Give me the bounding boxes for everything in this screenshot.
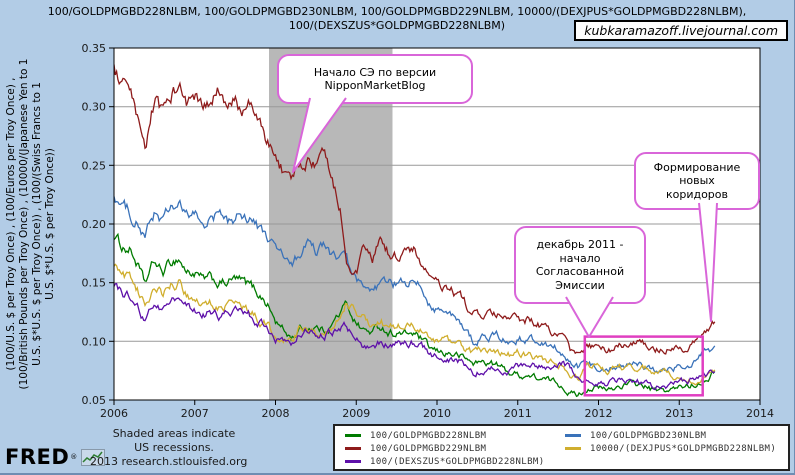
legend-column: 100/GOLDPMGBD228NLBM 100/GOLDPMGBD229NLBM… <box>345 429 545 468</box>
x-tick-label: 2012 <box>585 407 613 420</box>
legend-swatch <box>345 434 361 437</box>
y-tick-label: 0.25 <box>82 159 107 172</box>
y-tick-label: 0.20 <box>82 218 107 231</box>
fred-logo-text: FRED <box>5 445 70 469</box>
x-tick-label: 2014 <box>746 407 774 420</box>
legend-label: 100/GOLDPMGBD228NLBM <box>370 430 487 441</box>
x-tick-label: 2011 <box>504 407 532 420</box>
highlight-box <box>583 335 704 397</box>
y-tick-label: 0.15 <box>82 277 107 290</box>
watermark-box: kubkaramazoff.livejournal.com <box>574 20 788 41</box>
y-axis-label-wrap: (100/U.S. $ per Troy Once) , (100/Euros … <box>2 48 60 400</box>
y-tick-label: 0.10 <box>82 335 107 348</box>
legend-swatch <box>565 434 581 437</box>
callout-new-corridors: Формирование новых коридоров <box>634 152 760 210</box>
x-tick-label: 2009 <box>342 407 370 420</box>
legend-swatch <box>565 447 581 450</box>
callout-tail <box>698 202 718 322</box>
x-tick-label: 2006 <box>100 407 128 420</box>
legend-column: 100/GOLDPMGBD230NLBM 10000/(DEXJPUS*GOLDP… <box>565 429 776 455</box>
x-tick-label: 2013 <box>665 407 693 420</box>
y-tick-label: 0.05 <box>82 394 107 407</box>
legend-label: 100/GOLDPMGBD229NLBM <box>370 443 487 454</box>
registered-mark: ® <box>70 453 78 461</box>
x-tick-label: 2007 <box>181 407 209 420</box>
x-tick-label: 2008 <box>262 407 290 420</box>
legend-label: 100/GOLDPMGBD230NLBM <box>590 430 707 441</box>
fred-logo-chart-icon <box>81 448 106 466</box>
credit-line: 2013 research.stlouisfed.org <box>90 455 248 468</box>
y-tick-label: 0.35 <box>82 42 107 55</box>
y-axis-label: (100/U.S. $ per Troy Once) , (100/Euros … <box>5 58 56 390</box>
callout-se-start: Начало СЭ по версии NipponMarketBlog <box>277 54 473 104</box>
recession-note: Shaded areas indicate US recessions. <box>112 427 236 454</box>
chart-title: 100/GOLDPMGBD228NLBM, 100/GOLDPMGBD230NL… <box>47 5 747 32</box>
legend-item: 100/GOLDPMGBD228NLBM <box>345 429 545 442</box>
legend-swatch <box>345 447 361 450</box>
legend-item: 100/(DEXSZUS*GOLDPMGBD228NLBM) <box>345 455 545 468</box>
legend-label: 10000/(DEXJPUS*GOLDPMGBD228NLBM) <box>590 443 777 454</box>
legend-item: 10000/(DEXJPUS*GOLDPMGBD228NLBM) <box>565 442 776 455</box>
legend-item: 100/GOLDPMGBD230NLBM <box>565 429 776 442</box>
x-tick-label: 2010 <box>423 407 451 420</box>
callout-tail <box>292 97 347 173</box>
legend-swatch <box>345 460 361 463</box>
legend-label: 100/(DEXSZUS*GOLDPMGBD228NLBM) <box>370 456 545 467</box>
y-tick-label: 0.30 <box>82 101 107 114</box>
legend-item: 100/GOLDPMGBD229NLBM <box>345 442 545 455</box>
fred-logo: FRED ® <box>5 445 106 469</box>
series-line <box>114 64 716 355</box>
callout-december-2011: декабрь 2011 - начало Согласованной Эмис… <box>514 226 646 304</box>
legend: 100/GOLDPMGBD228NLBM 100/GOLDPMGBD229NLBM… <box>333 424 790 471</box>
